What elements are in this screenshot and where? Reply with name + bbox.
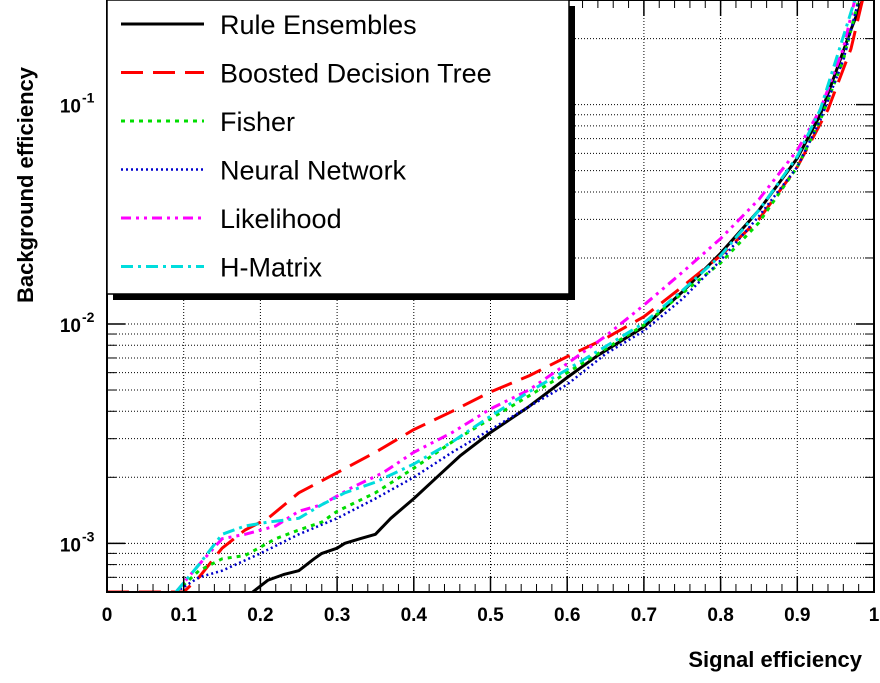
legend-label: Boosted Decision Tree bbox=[220, 59, 492, 89]
x-tick-label: 0.5 bbox=[477, 605, 504, 626]
x-tick-label: 0.4 bbox=[401, 605, 428, 626]
series-line-5 bbox=[174, 0, 857, 592]
legend-box bbox=[106, 0, 570, 295]
series-line-2 bbox=[174, 0, 861, 592]
x-tick-label: 0.7 bbox=[631, 605, 657, 626]
x-tick-label: 0.6 bbox=[554, 605, 580, 626]
x-tick-label: 1 bbox=[869, 605, 880, 626]
legend-label: Neural Network bbox=[220, 156, 407, 186]
legend-label: Fisher bbox=[220, 107, 295, 137]
y-tick-exponent: -3 bbox=[82, 528, 95, 544]
x-tick-label: 0.3 bbox=[324, 605, 350, 626]
y-tick-label: 10 bbox=[60, 97, 81, 118]
y-tick-exponent: -2 bbox=[82, 309, 95, 325]
y-tick-label: 10 bbox=[60, 535, 81, 556]
x-tick-label: 0 bbox=[102, 605, 113, 626]
curves bbox=[107, 0, 864, 592]
y-tick-label: 10 bbox=[60, 316, 81, 337]
x-tick-labels: 0 0.1 0.2 0.3 0.4 0.5 0.6 0.7 0.8 0.9 1 bbox=[102, 605, 880, 626]
x-tick-label: 0.9 bbox=[784, 605, 810, 626]
legend-label: H-Matrix bbox=[220, 253, 322, 283]
y-tick-exponent: -1 bbox=[82, 90, 95, 106]
x-axis-title: Signal efficiency bbox=[688, 647, 862, 672]
grid-lines bbox=[107, 0, 874, 593]
x-tick-label: 0.1 bbox=[170, 605, 197, 626]
x-tick-label: 0.2 bbox=[247, 605, 273, 626]
legend: Rule Ensembles Boosted Decision Tree Fishe… bbox=[106, 0, 575, 300]
y-axis-title: Background efficiency bbox=[13, 66, 38, 303]
legend-label: Rule Ensembles bbox=[220, 10, 417, 40]
x-tick-label: 0.8 bbox=[707, 605, 733, 626]
y-tick-labels: 10-310-210-1 bbox=[60, 90, 95, 557]
legend-label: Likelihood bbox=[220, 204, 342, 234]
